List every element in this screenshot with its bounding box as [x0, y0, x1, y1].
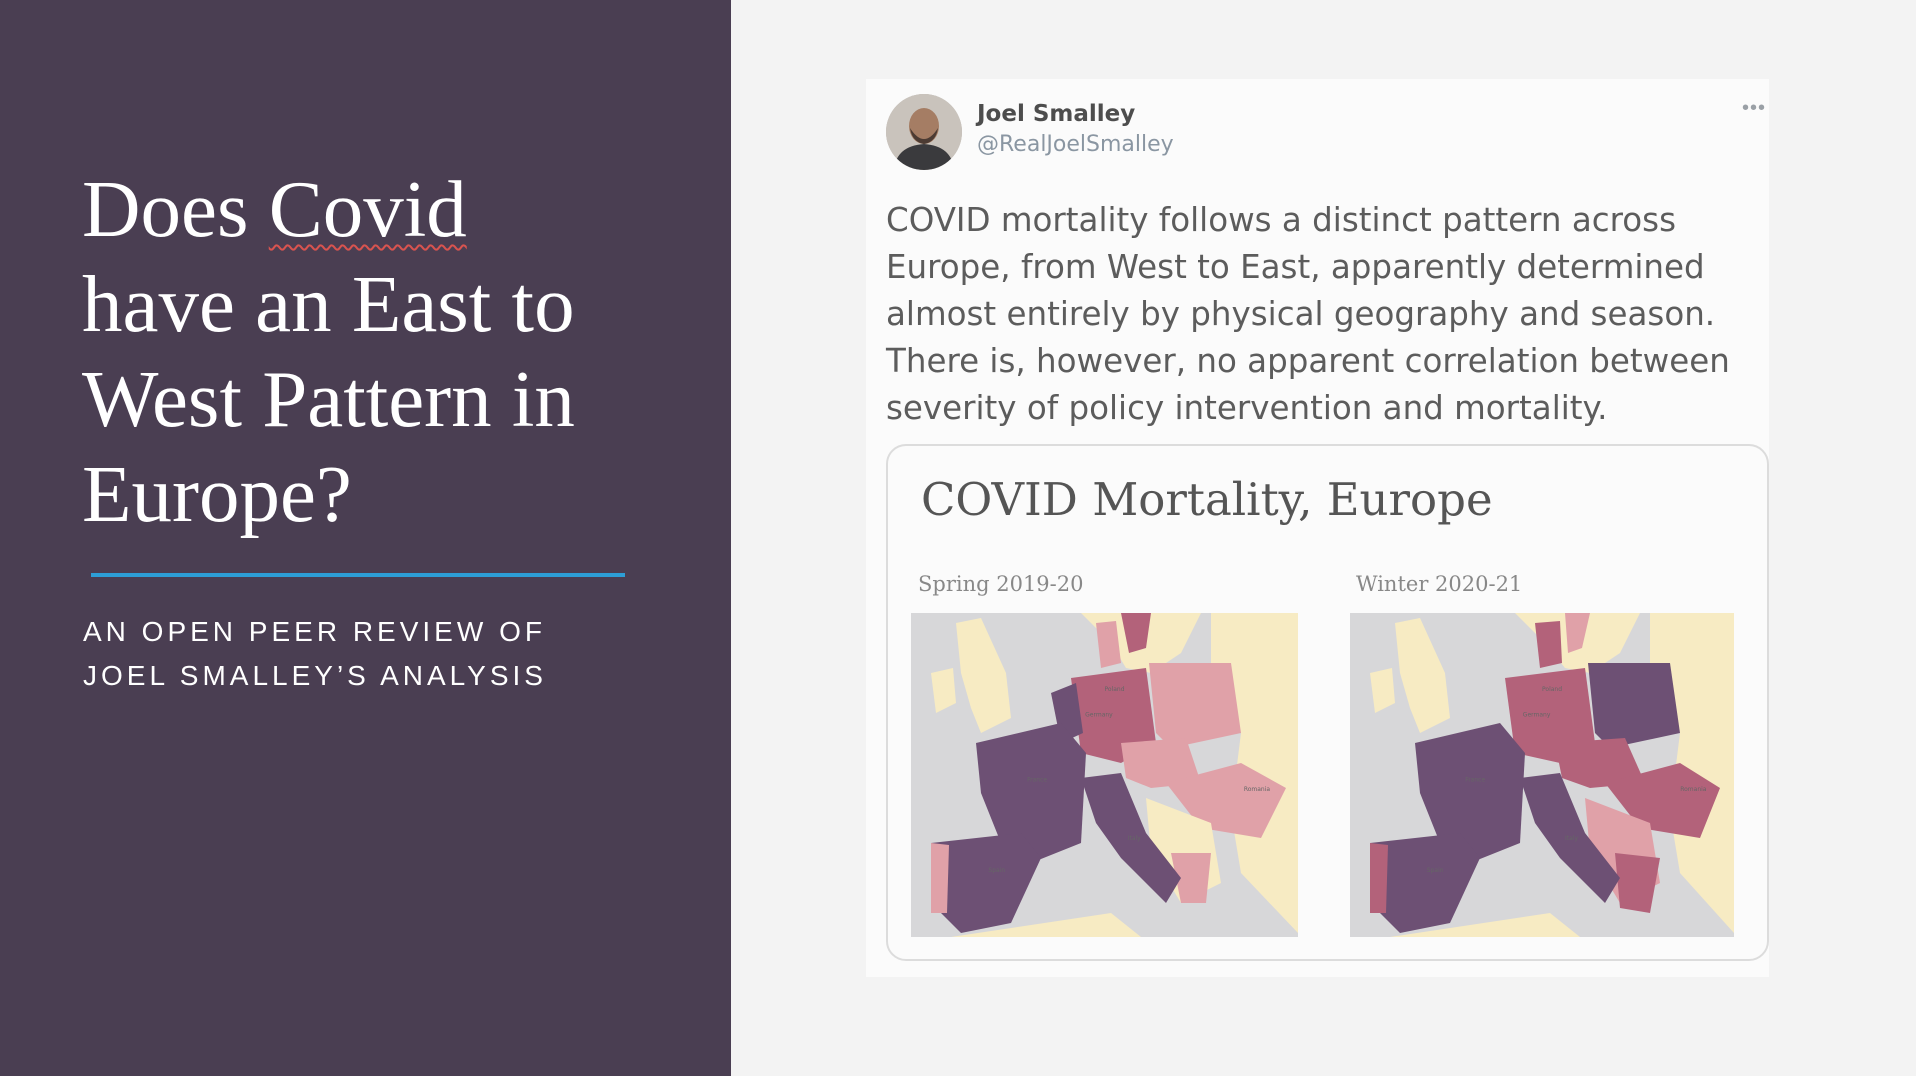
avatar[interactable] [886, 94, 962, 170]
map-country-label: Italy [1128, 835, 1141, 842]
map-country-label: Germany [1085, 712, 1113, 719]
author-handle[interactable]: @RealJoelSmalley [977, 132, 1174, 157]
map-country-label: France [1465, 776, 1485, 783]
map-country-label: Romania [1244, 786, 1271, 793]
map-country-label: Spain [988, 867, 1005, 874]
title-line-2: have an East to [82, 259, 575, 349]
tweet-text: COVID mortality follows a distinct patte… [886, 197, 1746, 432]
tweet-screenshot: Joel Smalley @RealJoelSmalley ••• COVID … [866, 79, 1769, 977]
more-dots-icon[interactable]: ••• [1742, 97, 1767, 119]
tweet-text-line: severity of policy intervention and mort… [886, 389, 1608, 427]
media-card[interactable]: COVID Mortality, Europe Spring 2019-20 W… [886, 444, 1769, 961]
slide-title: Does Covid have an East to West Pattern … [82, 162, 702, 542]
tweet-text-line: almost entirely by physical geography an… [886, 295, 1716, 333]
map-winter: Poland Germany France Italy Spain Romania [1350, 613, 1734, 937]
title-panel: Does Covid have an East to West Pattern … [0, 0, 731, 1076]
tweet-text-line: COVID mortality follows a distinct patte… [886, 201, 1676, 239]
map-country-label: France [1027, 776, 1047, 783]
map-country-label: Germany [1523, 712, 1551, 719]
map-label-spring: Spring 2019-20 [918, 572, 1084, 596]
title-line-4: Europe? [82, 449, 352, 539]
map-country-label: Poland [1542, 686, 1562, 693]
subtitle-line-1: AN OPEN PEER REVIEW OF [83, 616, 546, 647]
tweet-text-line: There is, however, no apparent correlati… [886, 342, 1730, 380]
slide-subtitle: AN OPEN PEER REVIEW OF JOEL SMALLEY’S AN… [83, 610, 683, 698]
map-country-label: Romania [1680, 786, 1707, 793]
map-spring-svg: Poland Germany France Italy Spain Romania [911, 613, 1298, 937]
map-country-label: Spain [1427, 867, 1444, 874]
map-country-label: Poland [1105, 686, 1125, 693]
title-divider [91, 573, 625, 577]
card-title: COVID Mortality, Europe [921, 473, 1493, 526]
spellcheck-word: Covid [268, 164, 467, 254]
map-country-label: Italy [1565, 835, 1578, 842]
tweet-text-line: Europe, from West to East, apparently de… [886, 248, 1705, 286]
author-name[interactable]: Joel Smalley [977, 101, 1136, 127]
map-label-winter: Winter 2020-21 [1356, 572, 1523, 596]
map-spring: Poland Germany France Italy Spain Romania [911, 613, 1298, 937]
title-line-1: Does Covid [82, 164, 467, 254]
subtitle-line-2: JOEL SMALLEY’S ANALYSIS [83, 660, 547, 691]
map-winter-svg: Poland Germany France Italy Spain Romania [1350, 613, 1734, 937]
title-line-3: West Pattern in [82, 354, 575, 444]
